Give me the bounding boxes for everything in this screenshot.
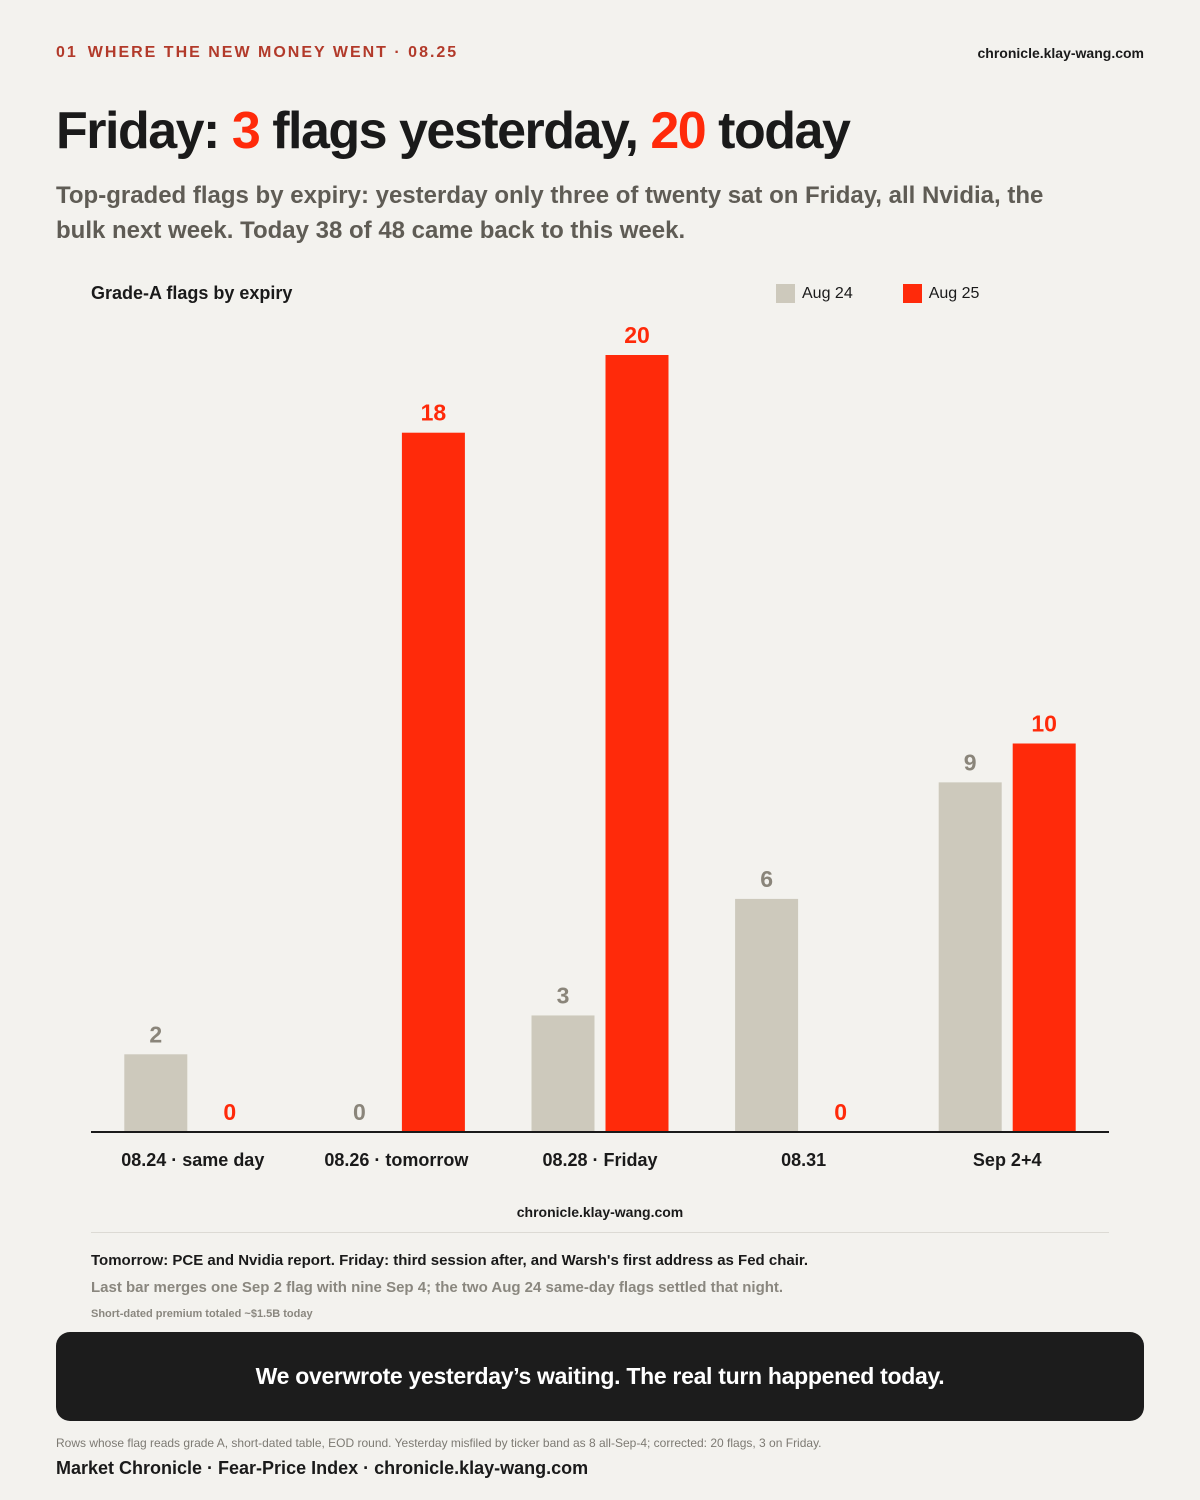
bar-aug25-5: [1012, 743, 1076, 1132]
data-label-aug24-5: 9: [964, 749, 977, 775]
headline-number-today: 20: [650, 102, 706, 160]
data-label-aug24-4: 6: [760, 866, 773, 892]
chart-source-url[interactable]: chronicle.klay-wang.com: [516, 1204, 684, 1220]
subheadline: Top-graded flags by expiry: yesterday on…: [56, 182, 1044, 244]
x-tick-label: Sep 2+4: [973, 1150, 1042, 1170]
chart-legend: Aug 24 Aug 25: [776, 284, 979, 303]
divider: [91, 1232, 1109, 1233]
section-kicker: 01 WHERE THE NEW MONEY WENT · 08.25: [56, 44, 458, 62]
bar-aug25-3: [605, 355, 669, 1132]
headline-number-yesterday: 3: [231, 102, 261, 160]
x-tick-label: 08.24 · same day: [121, 1150, 264, 1170]
x-tick-label: 08.26 · tomorrow: [324, 1150, 469, 1170]
legend-label-aug25: Aug 25: [928, 284, 980, 302]
data-label-aug25-3: 20: [624, 322, 650, 348]
note-primary: Tomorrow: PCE and Nvidia report. Friday:…: [91, 1252, 809, 1269]
legend-swatch-aug24: [776, 284, 795, 303]
section-number: 01: [56, 44, 78, 61]
bar-aug24-5: [938, 782, 1002, 1132]
bar-aug24-1: [124, 1054, 188, 1132]
legend-swatch-aug25: [902, 284, 922, 303]
bar-aug24-4: [735, 898, 799, 1132]
x-tick-label: 08.31: [781, 1150, 826, 1170]
data-label-aug24-3: 3: [557, 982, 570, 1008]
headline: Friday: 3 flags yesterday, 20 today: [56, 102, 851, 160]
data-label-aug25-1: 0: [223, 1099, 236, 1125]
publication-footer: Market Chronicle · Fear-Price Index · ch…: [56, 1458, 589, 1478]
headline-part-2: flags yesterday,: [259, 102, 651, 160]
bar-aug24-3: [531, 1015, 595, 1132]
note-small: Short-dated premium totaled ~$1.5B today: [91, 1308, 313, 1320]
takeaway-banner: We overwrote yesterday’s waiting. The re…: [56, 1332, 1144, 1421]
data-label-aug24-2: 0: [353, 1099, 366, 1125]
note-secondary: Last bar merges one Sep 2 flag with nine…: [91, 1279, 784, 1296]
section-title: WHERE THE NEW MONEY WENT · 08.25: [87, 44, 459, 61]
data-label-aug24-1: 2: [149, 1021, 162, 1047]
legend-label-aug24: Aug 24: [802, 284, 853, 302]
headline-part-3: today: [705, 102, 851, 160]
legend-item-aug25: Aug 25: [902, 284, 980, 303]
data-label-aug25-2: 18: [421, 400, 447, 426]
bar-aug25-2: [401, 432, 465, 1132]
x-tick-label: 08.28 · Friday: [542, 1150, 657, 1170]
legend-item-aug24: Aug 24: [776, 284, 853, 303]
headline-part-1: Friday:: [56, 102, 232, 160]
methodology-footnote: Rows whose flag reads grade A, short-dat…: [56, 1436, 822, 1450]
data-label-aug25-4: 0: [834, 1099, 847, 1125]
takeaway-text: We overwrote yesterday’s waiting. The re…: [255, 1363, 945, 1389]
chart-title: Grade-A flags by expiry: [91, 283, 293, 303]
data-label-aug25-5: 10: [1031, 711, 1057, 737]
site-url-top[interactable]: chronicle.klay-wang.com: [977, 45, 1145, 61]
